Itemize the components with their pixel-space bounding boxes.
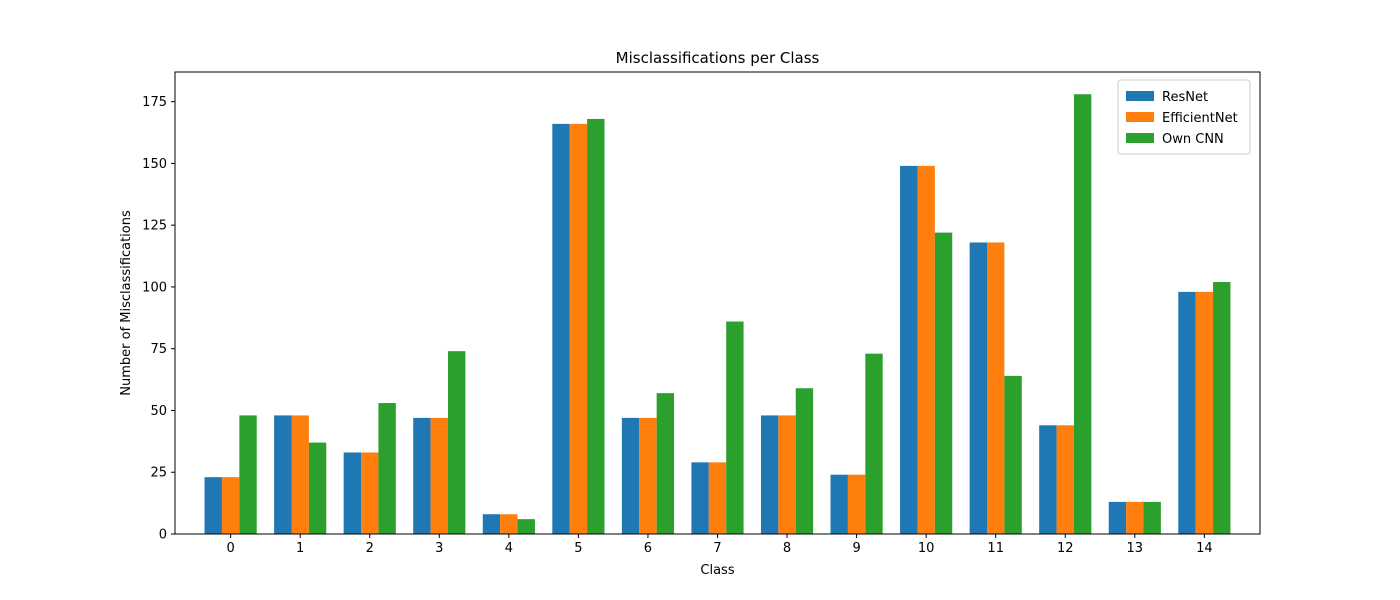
bar-efficientnet-class-2	[361, 452, 379, 534]
x-tick-label: 5	[574, 541, 582, 556]
x-tick-label: 7	[713, 541, 721, 556]
bar-efficientnet-class-12	[1056, 425, 1074, 534]
bar-resnet-class-1	[274, 415, 292, 534]
series-efficientnet	[221, 123, 1214, 534]
x-tick-label: 3	[435, 541, 443, 556]
bar-own-cnn-class-9	[865, 353, 883, 534]
y-tick-label: 125	[142, 219, 167, 234]
bar-efficientnet-class-6	[639, 417, 657, 534]
y-tick-label: 150	[142, 157, 167, 172]
bar-efficientnet-class-4	[500, 514, 518, 534]
x-tick-label: 10	[918, 541, 935, 556]
x-tick-label: 6	[644, 541, 652, 556]
x-tick-label: 12	[1057, 541, 1074, 556]
bar-resnet-class-13	[1108, 501, 1127, 534]
legend-label-own-cnn: Own CNN	[1162, 132, 1224, 147]
y-ticks: 0 25 50 75 100 125 150 175	[142, 95, 175, 543]
bar-resnet-class-11	[969, 242, 988, 534]
x-tick-label: 2	[366, 541, 374, 556]
x-tick-label: 14	[1196, 541, 1213, 556]
y-tick-label: 175	[142, 95, 167, 110]
x-tick-label: 13	[1127, 541, 1144, 556]
bar-efficientnet-class-3	[430, 417, 448, 534]
y-tick-label: 0	[159, 528, 167, 543]
x-axis-label: Class	[700, 563, 734, 578]
bar-efficientnet-class-8	[778, 415, 796, 534]
bar-efficientnet-class-1	[291, 415, 309, 534]
x-tick-label: 11	[987, 541, 1004, 556]
bar-own-cnn-class-1	[308, 442, 327, 534]
x-ticks: 0 1 2 3 4 5 6 7 8 9 10 11 12 13 14	[227, 534, 1213, 556]
bar-resnet-class-10	[900, 165, 918, 534]
bar-efficientnet-class-5	[569, 123, 588, 534]
bar-resnet-class-8	[760, 415, 779, 534]
legend-swatch-resnet	[1126, 91, 1154, 101]
series-own-cnn	[239, 94, 1231, 535]
y-axis-label: Number of Misclassifications	[119, 210, 134, 396]
legend: ResNet EfficientNet Own CNN	[1117, 79, 1251, 155]
bar-resnet-class-14	[1178, 291, 1196, 534]
bar-resnet-class-7	[691, 462, 709, 534]
legend-label-resnet: ResNet	[1162, 90, 1208, 105]
bar-own-cnn-class-0	[239, 415, 257, 534]
x-tick-label: 8	[783, 541, 791, 556]
y-tick-label: 75	[150, 342, 167, 357]
x-tick-label: 0	[227, 541, 235, 556]
bar-efficientnet-class-7	[708, 462, 727, 534]
bar-resnet-class-2	[343, 452, 362, 534]
bar-resnet-class-0	[204, 477, 222, 534]
bar-own-cnn-class-11	[1004, 375, 1022, 534]
bar-resnet-class-6	[621, 417, 640, 534]
series-resnet	[204, 123, 1196, 534]
bar-resnet-class-12	[1039, 425, 1057, 534]
x-tick-label: 4	[505, 541, 513, 556]
y-tick-label: 50	[150, 404, 167, 419]
bar-own-cnn-class-14	[1213, 282, 1231, 534]
bar-resnet-class-3	[413, 417, 431, 534]
legend-swatch-efficientnet	[1126, 112, 1154, 122]
bar-own-cnn-class-12	[1073, 94, 1092, 534]
chart-title: Misclassifications per Class	[616, 49, 820, 67]
bar-efficientnet-class-13	[1126, 501, 1144, 534]
bar-own-cnn-class-2	[378, 403, 396, 534]
bar-resnet-class-5	[552, 123, 570, 534]
y-tick-label: 25	[150, 466, 167, 481]
bar-resnet-class-4	[482, 514, 501, 534]
bar-own-cnn-class-5	[587, 118, 605, 535]
bar-efficientnet-class-9	[847, 474, 866, 534]
bar-own-cnn-class-6	[656, 393, 675, 534]
bar-resnet-class-9	[830, 474, 848, 534]
bar-own-cnn-class-8	[795, 388, 814, 534]
bar-efficientnet-class-14	[1195, 291, 1214, 534]
x-tick-label: 9	[852, 541, 860, 556]
x-tick-label: 1	[296, 541, 304, 556]
legend-swatch-own-cnn	[1126, 133, 1154, 143]
y-tick-label: 100	[142, 280, 167, 295]
bar-efficientnet-class-10	[917, 165, 935, 534]
bar-own-cnn-class-3	[447, 351, 466, 534]
bar-efficientnet-class-0	[221, 477, 240, 534]
bar-own-cnn-class-7	[726, 321, 744, 534]
bar-own-cnn-class-4	[517, 519, 535, 534]
legend-label-efficientnet: EfficientNet	[1162, 111, 1238, 126]
bar-efficientnet-class-11	[987, 242, 1005, 534]
bar-own-cnn-class-13	[1143, 501, 1161, 534]
bars-layer	[204, 94, 1231, 535]
bar-own-cnn-class-10	[934, 232, 953, 534]
